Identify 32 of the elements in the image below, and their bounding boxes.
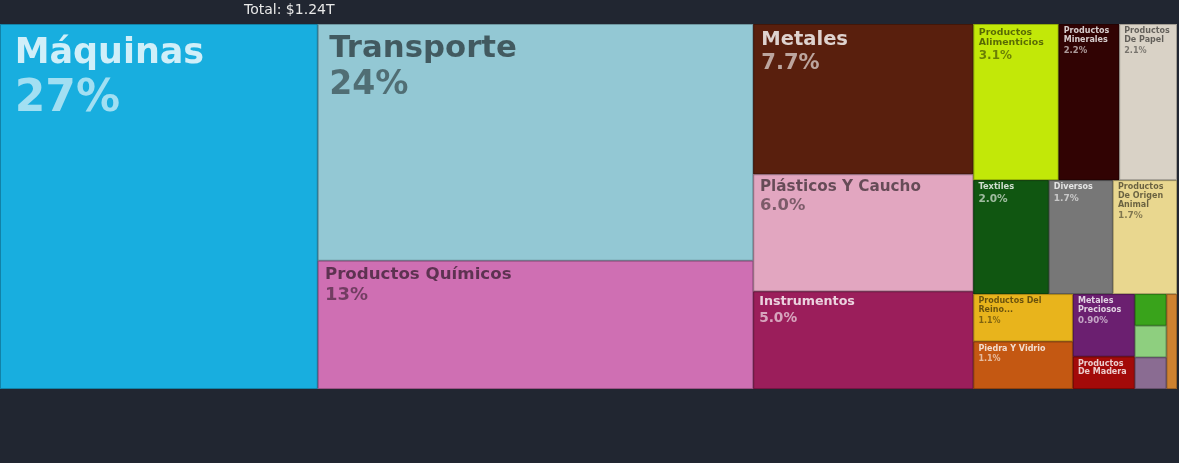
text: Total: $1.24T <box>243 0 335 17</box>
category-label: Productos Alimenticios <box>978 25 1045 47</box>
data-label: 7.7% <box>761 49 820 75</box>
data-label: 2.2% <box>1063 45 1088 56</box>
category-label: Transporte <box>329 27 517 64</box>
data-label: 3.1% <box>978 48 1012 63</box>
category-label: Productos Minerales <box>1063 26 1110 44</box>
category-label: Diversos <box>1053 182 1094 192</box>
category-label: Productos Del Reino... <box>978 296 1042 314</box>
category-label: Metales <box>761 26 848 50</box>
category-label: Productos De Origen Animal <box>1117 182 1164 209</box>
category-label: Máquinas <box>14 31 205 72</box>
category-label: Productos Químicos <box>324 263 512 283</box>
data-label: 13% <box>324 282 368 304</box>
category-label: Productos De Papel <box>1124 26 1170 44</box>
category-label: Productos De Madera <box>1077 358 1127 377</box>
data-label: 27% <box>14 69 121 121</box>
data-label: 6.0% <box>759 195 806 215</box>
data-label: 1.7% <box>1117 210 1143 221</box>
data-label: 2.1% <box>1124 44 1147 55</box>
category-label: Metales Preciosos <box>1077 296 1122 314</box>
data-label: 5.0% <box>759 308 798 325</box>
category-label: Plásticos Y Caucho <box>759 176 921 195</box>
category-label: Textiles <box>978 181 1015 192</box>
data-label: 0.90% <box>1077 315 1109 326</box>
data-label: 1.1% <box>978 354 1001 364</box>
data-label: 24% <box>329 63 409 103</box>
category-label: Instrumentos <box>759 292 855 308</box>
data-label: 1.7% <box>1053 192 1079 203</box>
data-label: 1.1% <box>978 315 1001 325</box>
category-label: Piedra Y Vidrio <box>978 343 1047 353</box>
data-label: 2.0% <box>978 192 1009 205</box>
